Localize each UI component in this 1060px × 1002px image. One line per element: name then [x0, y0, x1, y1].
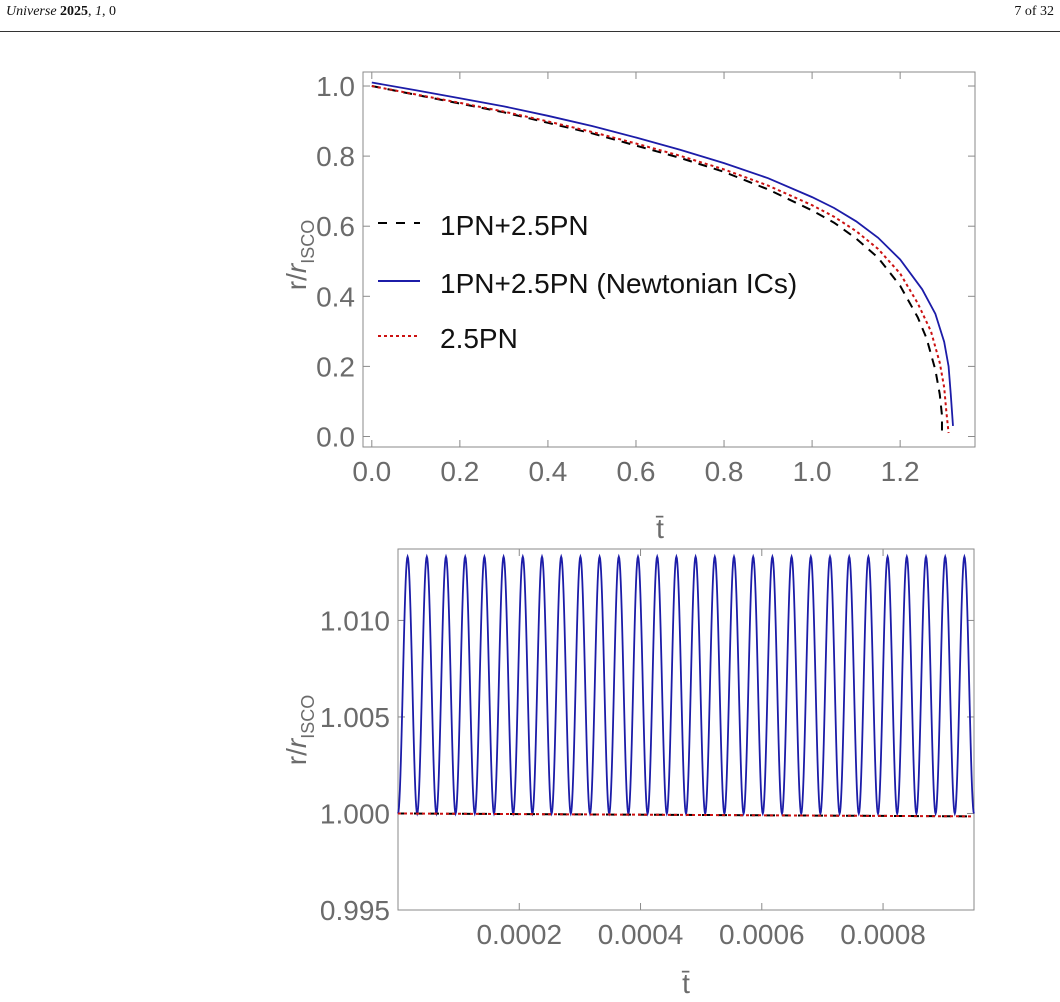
top-plot-frame: [362, 71, 976, 448]
top-x-tick-label: 0.4: [528, 456, 567, 487]
bottom-y-tick-label: 0.995: [320, 895, 390, 926]
top-x-tick-label: 0.6: [617, 456, 656, 487]
top-y-tick-label: 0.4: [316, 281, 355, 312]
bottom-x-tick-label: 0.0008: [840, 919, 926, 950]
bottom-series: [397, 553, 975, 818]
top-y-tick-label: 0.0: [316, 421, 355, 452]
legend-label-1pn-2-5pn: 1PN+2.5PN: [440, 210, 589, 241]
bottom-ticks: 0.0002 0.0004 0.0006 0.0008 0.995 1.000 1.005 1…: [320, 549, 974, 950]
chart-bottom: 0.0002 0.0004 0.0006 0.0008 0.995 1.000 1.005 1…: [281, 548, 975, 999]
article-number: 0: [109, 4, 117, 19]
header-rule: [0, 31, 1060, 32]
journal-name: Universe: [6, 4, 57, 19]
bottom-x-axis-label: t̄: [682, 968, 690, 999]
bottom-x-tick-label: 0.0006: [719, 919, 805, 950]
top-x-axis-label: t̄: [656, 513, 664, 544]
running-head: Universe 2025, 1, 0 7 of 32: [0, 0, 1060, 32]
legend-label-2-5pn: 2.5PN: [440, 323, 518, 354]
top-y-tick-label: 0.6: [316, 211, 355, 242]
top-x-tick-label: 0.8: [705, 456, 744, 487]
bottom-series-1pn-2-5pn-newtonian-ics: [397, 553, 975, 817]
bottom-x-tick-label: 0.0004: [598, 919, 684, 950]
journal-year: 2025: [60, 4, 89, 19]
top-x-tick-label: 1.2: [881, 456, 920, 487]
bottom-y-axis-label: r/rISCO: [281, 695, 318, 765]
top-ticks: 0.0 0.2 0.4 0.6 0.8 1.0 1.2 0.0 0.2 0.4 0.6 0.8 1.0: [316, 71, 975, 487]
top-y-tick-label: 0.8: [316, 141, 355, 172]
top-x-tick-label: 0.2: [440, 456, 479, 487]
top-y-tick-label: 0.2: [316, 351, 355, 382]
top-x-tick-label: 1.0: [793, 456, 832, 487]
legend-label-newtonian-ics: 1PN+2.5PN (Newtonian ICs): [440, 268, 797, 299]
journal-citation: Universe 2025, 1, 0: [6, 4, 117, 19]
chart-top: 0.0 0.2 0.4 0.6 0.8 1.0 1.20.00.20.40.60.81.0 …: [281, 71, 976, 544]
top-series: [371, 81, 954, 434]
page-number: 7 of 32: [1014, 4, 1054, 19]
bottom-x-tick-label: 0.0002: [476, 919, 562, 950]
top-y-axis-label: r/rISCO: [281, 220, 318, 290]
bottom-series-2-5pn: [397, 812, 975, 818]
bottom-plot-frame: [397, 548, 975, 911]
top-legend: 1PN+2.5PN 1PN+2.5PN (Newtonian ICs) 2.5P…: [378, 210, 797, 354]
bottom-y-tick-label: 1.005: [320, 702, 390, 733]
top-y-tick-label: 1.0: [316, 71, 355, 102]
top-series-1pn-2-5pn: [371, 85, 943, 433]
bottom-y-tick-label: 1.000: [320, 798, 390, 829]
top-series-2-5pn: [371, 85, 950, 434]
top-x-tick-label: 0.0: [352, 456, 391, 487]
top-series-1pn-2-5pn-newtonian-ics: [371, 81, 954, 427]
bottom-y-tick-label: 1.010: [320, 605, 390, 636]
journal-volume: 1: [95, 4, 103, 19]
